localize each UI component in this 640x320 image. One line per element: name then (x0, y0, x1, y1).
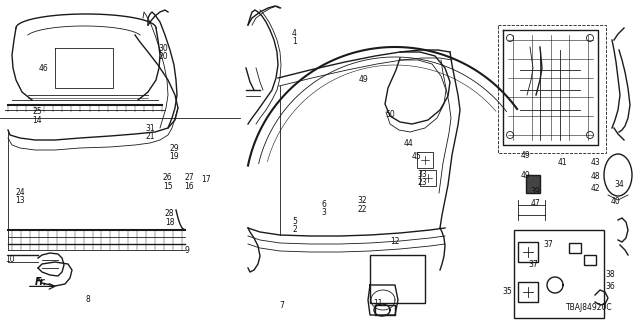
Bar (514, 230, 604, 318)
Text: 50: 50 (385, 110, 396, 119)
Bar (370, 255, 425, 303)
Text: TBAJ84920C: TBAJ84920C (566, 303, 612, 312)
Text: 14: 14 (32, 116, 42, 124)
Text: 24: 24 (15, 188, 26, 196)
Text: 46: 46 (38, 64, 49, 73)
Text: 12: 12 (390, 237, 399, 246)
Bar (417, 152, 433, 168)
Text: 8: 8 (86, 295, 91, 304)
Text: 11: 11 (373, 300, 382, 308)
Text: 45: 45 (411, 152, 421, 161)
Text: 23: 23 (417, 178, 428, 187)
Text: 6: 6 (321, 200, 326, 209)
Text: 32: 32 (357, 196, 367, 205)
Text: 49: 49 (520, 151, 531, 160)
Text: 19: 19 (169, 152, 179, 161)
Text: 43: 43 (590, 158, 600, 167)
Text: 49: 49 (358, 75, 369, 84)
Text: 13: 13 (15, 196, 26, 205)
Text: 33: 33 (417, 170, 428, 179)
Text: 44: 44 (403, 139, 413, 148)
Bar (526, 175, 540, 193)
Text: 5: 5 (292, 217, 297, 226)
Text: 28: 28 (165, 209, 174, 218)
Text: 1: 1 (292, 37, 297, 46)
Text: 36: 36 (605, 282, 616, 291)
Bar (584, 255, 596, 265)
Text: 20: 20 (158, 52, 168, 60)
Text: 40: 40 (611, 197, 621, 206)
Text: 2: 2 (292, 225, 297, 234)
Bar (420, 170, 436, 186)
Text: 3: 3 (321, 208, 326, 217)
Text: 4: 4 (292, 29, 297, 38)
Text: 34: 34 (614, 180, 624, 189)
Bar (569, 243, 581, 253)
Text: 18: 18 (165, 218, 174, 227)
Text: 9: 9 (184, 246, 189, 255)
Text: 49: 49 (520, 171, 531, 180)
Text: 21: 21 (145, 132, 154, 141)
Text: 37: 37 (528, 260, 538, 269)
Text: 26: 26 (163, 173, 173, 182)
Bar (518, 282, 538, 302)
Text: 15: 15 (163, 182, 173, 191)
Bar (518, 242, 538, 262)
Text: 31: 31 (145, 124, 155, 133)
Text: 41: 41 (557, 158, 568, 167)
Text: 10: 10 (5, 255, 15, 264)
Text: 42: 42 (590, 184, 600, 193)
Bar (498, 25, 606, 153)
Text: 16: 16 (184, 182, 195, 191)
Text: 48: 48 (590, 172, 600, 181)
Text: 17: 17 (201, 175, 211, 184)
Text: 7: 7 (279, 301, 284, 310)
Text: 22: 22 (358, 205, 367, 214)
Text: 25: 25 (32, 107, 42, 116)
Text: 30: 30 (158, 44, 168, 52)
Text: Fr.: Fr. (35, 276, 48, 287)
Text: 47: 47 (530, 199, 540, 208)
Text: 39: 39 (530, 187, 540, 196)
Text: 35: 35 (502, 287, 512, 296)
Text: 29: 29 (169, 144, 179, 153)
Text: 27: 27 (184, 173, 195, 182)
Text: 38: 38 (605, 270, 616, 279)
Text: 37: 37 (543, 240, 554, 249)
